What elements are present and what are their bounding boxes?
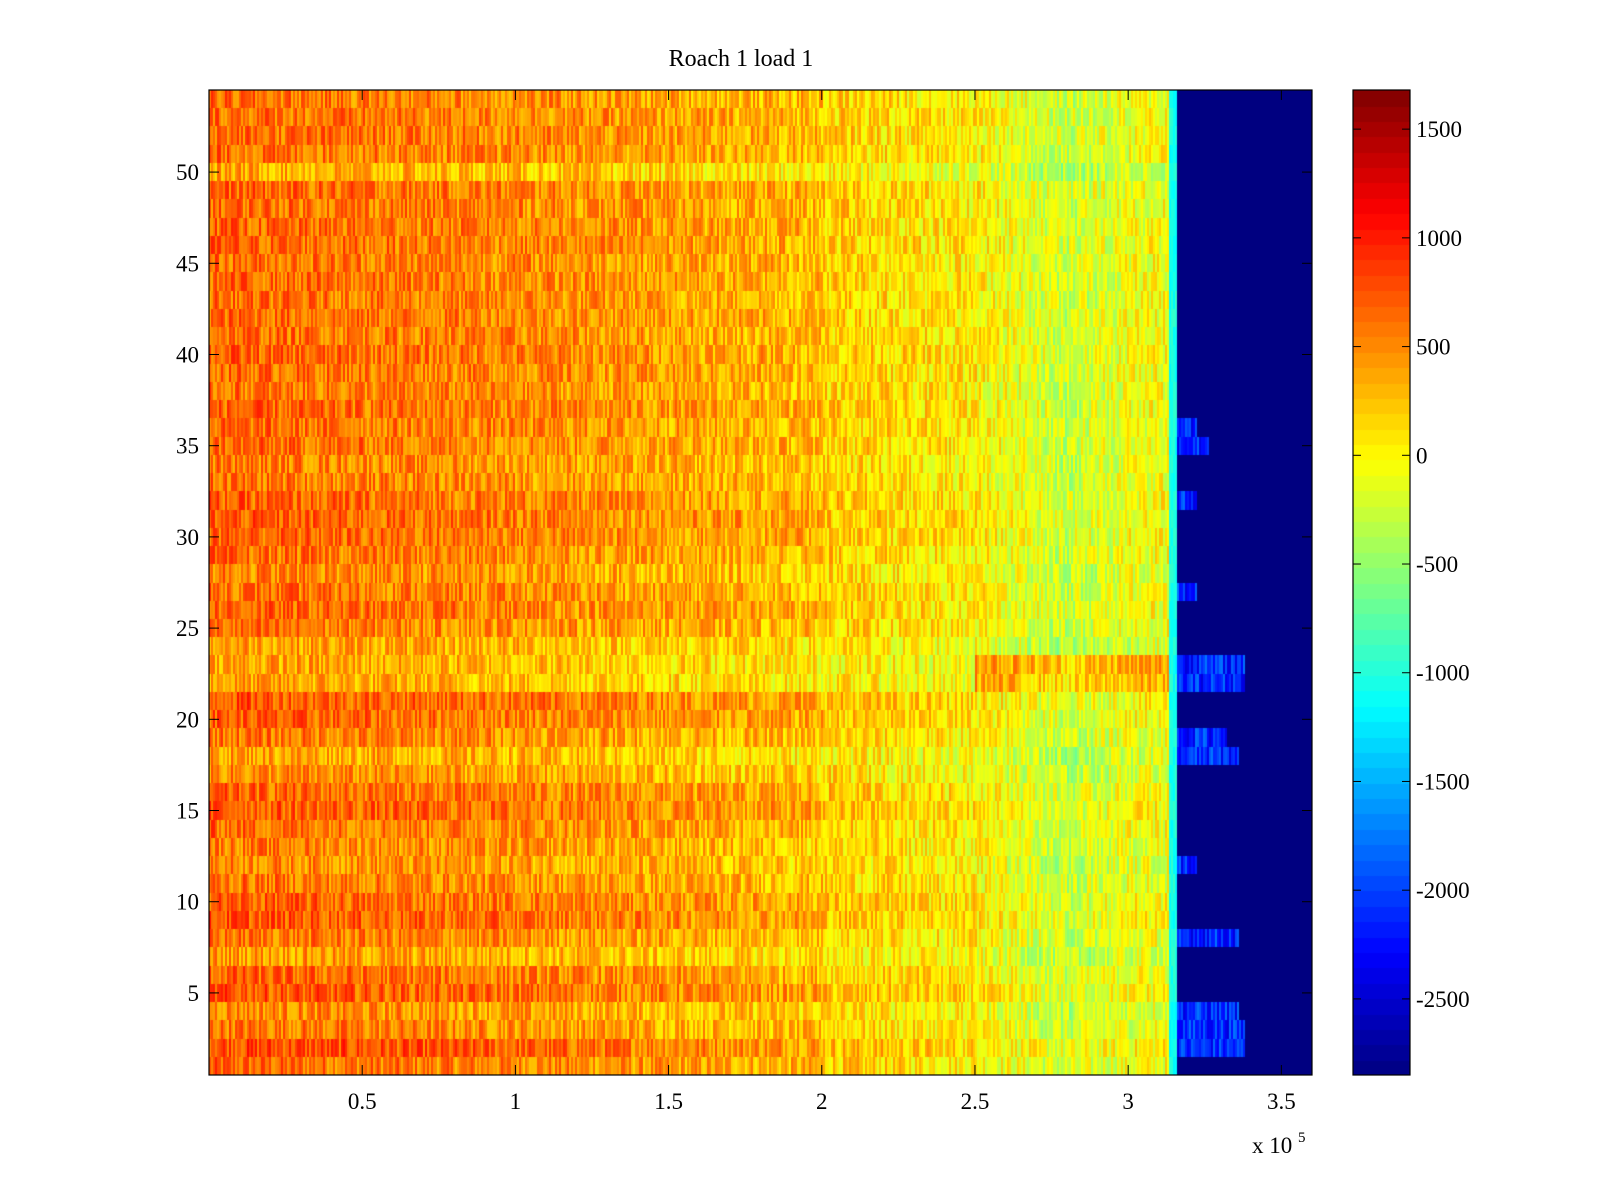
y-axis: 5 10 15 20 25 30 35 40 45 50 — [176, 160, 1312, 1006]
x-axis: 0.5 1 1.5 2 2.5 3 3.5 — [348, 90, 1296, 1114]
colorbar-axis: 1500 1000 500 0 -500 -1000 -1500 -2000 -2500 — [1353, 117, 1470, 1012]
colorbar-tick-label-2: 500 — [1416, 335, 1451, 360]
colorbar-tick-label-5: -1000 — [1416, 661, 1470, 686]
y-tick-label-4: 25 — [176, 616, 199, 641]
x-tick-label-3: 2 — [816, 1089, 828, 1114]
y-tick-label-1: 10 — [176, 890, 199, 915]
y-tick-label-7: 40 — [176, 342, 199, 367]
colorbar-tick-label-3: 0 — [1416, 443, 1428, 468]
x-tick-label-0: 0.5 — [348, 1089, 377, 1114]
y-tick-label-9: 50 — [176, 160, 199, 185]
x-axis-exponent: x 10 5 — [1252, 1130, 1306, 1158]
colorbar-area — [1353, 90, 1410, 1075]
plot-frame — [208, 89, 1313, 1076]
colorbar-tick-label-4: -500 — [1416, 552, 1458, 577]
colorbar-tick-label-1: 1000 — [1416, 226, 1462, 251]
x-tick-label-4: 2.5 — [961, 1089, 990, 1114]
heatmap-area — [209, 90, 1312, 1075]
colorbar-tick-label-7: -2000 — [1416, 878, 1470, 903]
y-tick-label-0: 5 — [188, 981, 200, 1006]
y-tick-label-3: 20 — [176, 707, 199, 732]
y-tick-label-2: 15 — [176, 799, 199, 824]
heatmap-cells — [209, 90, 1312, 1075]
x-exponent-base: x 10 — [1252, 1133, 1292, 1158]
y-tick-label-8: 45 — [176, 251, 199, 276]
y-tick-label-6: 35 — [176, 434, 199, 459]
x-tick-label-2: 1.5 — [654, 1089, 683, 1114]
chart-title: Roach 1 load 1 — [669, 46, 814, 72]
y-tick-label-5: 30 — [176, 525, 199, 550]
colorbar-gradient — [1353, 90, 1410, 1075]
x-tick-label-5: 3 — [1122, 1089, 1134, 1114]
x-tick-label-6: 3.5 — [1267, 1089, 1296, 1114]
x-exponent-power: 5 — [1298, 1130, 1306, 1146]
colorbar-frame — [1352, 89, 1411, 1076]
colorbar-tick-label-8: -2500 — [1416, 987, 1470, 1012]
colorbar-tick-label-0: 1500 — [1416, 117, 1462, 142]
colorbar-tick-label-6: -1500 — [1416, 769, 1470, 794]
x-tick-label-1: 1 — [510, 1089, 522, 1114]
